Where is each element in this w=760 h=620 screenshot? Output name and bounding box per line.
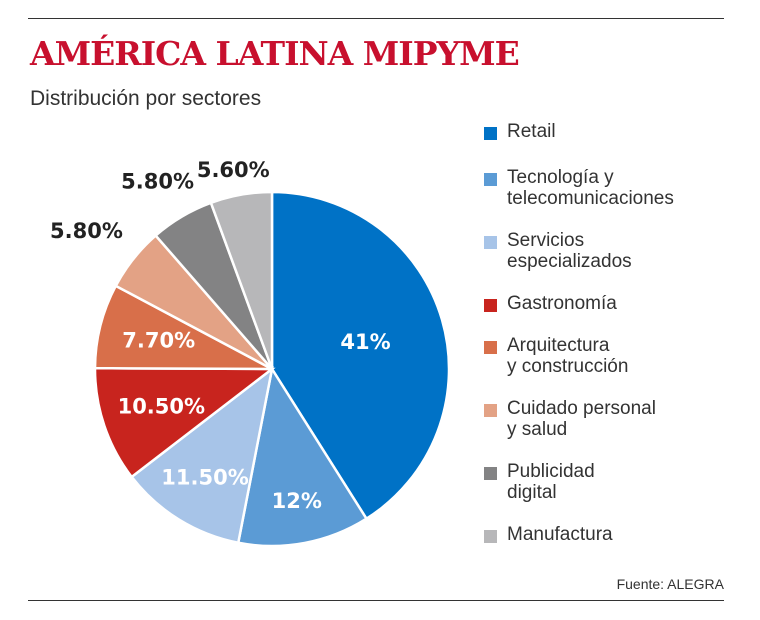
slice-data-label: 7.70% (122, 328, 195, 352)
pie-slice (93, 366, 276, 479)
legend-swatch (484, 127, 497, 140)
slice-data-label: 5.80% (50, 219, 123, 243)
legend-label: Manufactura (507, 524, 613, 545)
legend-item: Cuidado personal y salud (484, 398, 656, 440)
legend-swatch (484, 530, 497, 543)
top-rule (28, 18, 724, 19)
legend-label: Arquitectura y construcción (507, 335, 629, 377)
legend-swatch (484, 341, 497, 354)
chart-subtitle: Distribución por sectores (30, 87, 262, 110)
legend-label: Cuidado personal y salud (507, 398, 656, 440)
legend-label: Tecnología y telecomunicaciones (507, 167, 674, 209)
legend-swatch (484, 467, 497, 480)
slice-data-label: 5.60% (197, 158, 270, 182)
legend-item: Publicidad digital (484, 461, 595, 503)
legend-label: Servicios especializados (507, 230, 632, 272)
legend-label: Retail (507, 121, 556, 142)
legend-swatch (484, 299, 497, 312)
legend-item: Arquitectura y construcción (484, 335, 628, 377)
legend-swatch (484, 404, 497, 417)
legend-swatch (484, 173, 497, 186)
pie-slice (209, 190, 274, 370)
chart-title: AMÉRICA LATINA MIPYME (30, 34, 520, 73)
pie-slice (236, 365, 369, 548)
pie-slice (129, 365, 274, 545)
bottom-rule (28, 600, 724, 601)
slice-data-label: 11.50% (161, 465, 248, 489)
slice-data-label: 10.50% (118, 394, 205, 418)
legend-item: Tecnología y telecomunicaciones (484, 167, 674, 209)
legend-swatch (484, 236, 497, 249)
legend-item: Servicios especializados (484, 230, 632, 272)
slice-data-label: 5.80% (121, 169, 194, 193)
slice-data-label: 12% (272, 489, 322, 513)
legend-item: Gastronomía (484, 293, 617, 314)
slice-data-label: 41% (340, 330, 390, 354)
legend-label: Gastronomía (507, 293, 617, 314)
source-note: Fuente: ALEGRA (616, 576, 724, 592)
legend-item: Retail (484, 121, 556, 142)
legend-item: Manufactura (484, 524, 613, 545)
legend-label: Publicidad digital (507, 461, 595, 503)
